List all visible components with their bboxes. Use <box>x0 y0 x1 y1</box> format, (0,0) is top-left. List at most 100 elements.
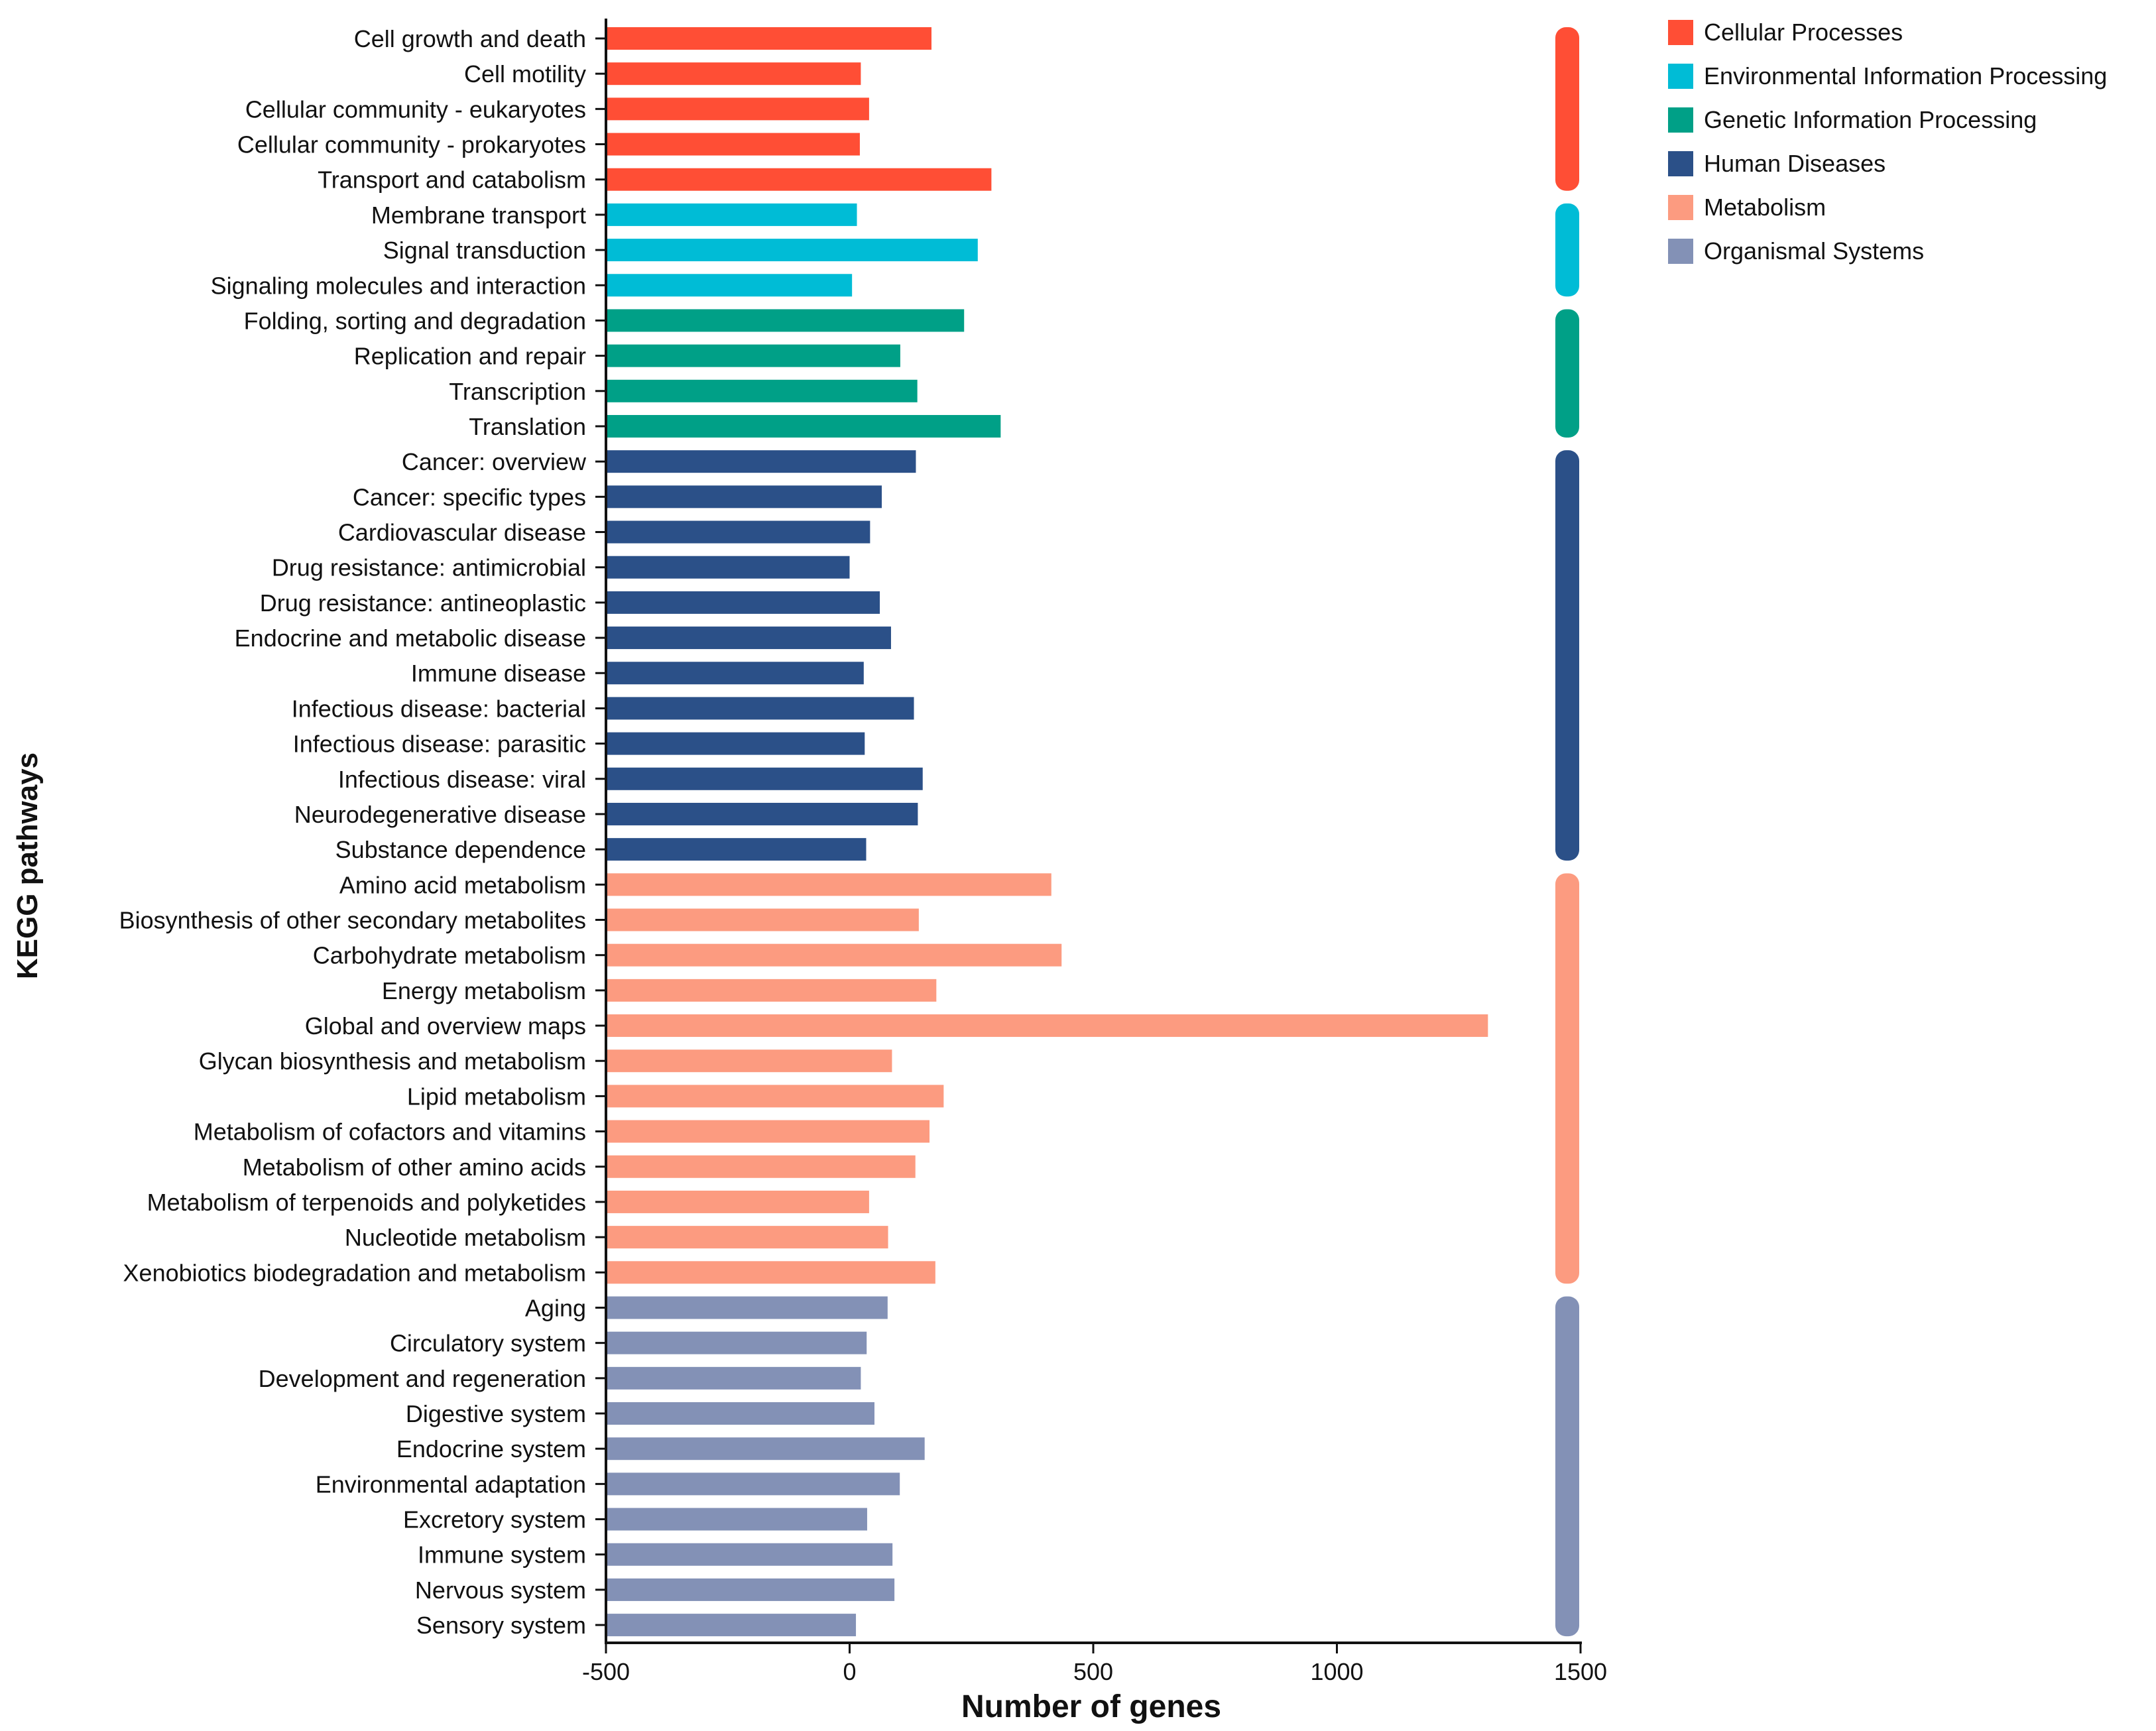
x-tick-label: 0 <box>843 1658 856 1685</box>
bar <box>606 1014 1488 1038</box>
bar <box>606 274 853 297</box>
bar <box>606 485 882 508</box>
legend-label: Genetic Information Processing <box>1704 106 2037 133</box>
bar <box>606 908 919 931</box>
bar <box>606 1261 935 1284</box>
bar <box>606 979 937 1002</box>
y-tick-label: Circulatory system <box>390 1330 586 1357</box>
x-axis-tick-labels: -500 0 500 1000 1500 <box>582 1658 1607 1685</box>
bar <box>606 627 891 650</box>
y-tick-label: Cell motility <box>464 60 586 88</box>
y-tick-label: Biosynthesis of other secondary metaboli… <box>119 907 586 934</box>
bar <box>606 414 1001 438</box>
y-axis-ticks <box>595 37 606 1626</box>
legend-swatch <box>1668 239 1693 264</box>
y-tick-label: Xenobiotics biodegradation and metabolis… <box>123 1259 586 1286</box>
legend-swatch <box>1668 64 1693 89</box>
bar <box>606 802 918 825</box>
bar <box>606 1543 893 1566</box>
y-tick-label: Neurodegenerative disease <box>294 801 586 828</box>
bar <box>606 203 857 226</box>
bar <box>606 62 861 86</box>
y-tick-label: Metabolism of cofactors and vitamins <box>194 1118 586 1146</box>
bar <box>606 1049 892 1073</box>
bar <box>606 767 923 790</box>
legend: Cellular Processes Environmental Informat… <box>1668 19 2107 265</box>
bar <box>606 662 864 685</box>
y-tick-label: Folding, sorting and degradation <box>244 307 586 334</box>
y-tick-label: Membrane transport <box>371 202 586 229</box>
bar <box>606 168 992 191</box>
category-strip <box>1555 1296 1579 1637</box>
y-tick-label: Lipid metabolism <box>407 1083 586 1110</box>
bar <box>606 1578 895 1601</box>
bar <box>606 1085 944 1108</box>
y-tick-label: Endocrine system <box>396 1435 586 1462</box>
y-tick-label: Signal transduction <box>383 237 586 264</box>
y-tick-label: Nucleotide metabolism <box>345 1224 586 1251</box>
y-tick-label: Cell growth and death <box>354 25 586 52</box>
category-strip <box>1555 873 1579 1284</box>
y-tick-label: Carbohydrate metabolism <box>313 942 586 969</box>
x-axis-title: Number of genes <box>961 1689 1221 1724</box>
bar <box>606 1331 867 1354</box>
y-tick-label: Aging <box>525 1294 586 1321</box>
y-tick-label: Infectious disease: bacterial <box>292 695 586 722</box>
bar <box>606 239 978 262</box>
legend-swatch <box>1668 20 1693 45</box>
y-tick-label: Metabolism of other amino acids <box>243 1154 586 1181</box>
y-tick-label: Cancer: overview <box>402 448 587 475</box>
legend-swatch <box>1668 107 1693 133</box>
y-tick-label: Translation <box>469 413 586 440</box>
y-tick-label: Signaling molecules and interaction <box>211 272 586 299</box>
bar <box>606 697 914 720</box>
y-tick-label: Drug resistance: antineoplastic <box>260 589 586 617</box>
bar <box>606 344 900 367</box>
bar <box>606 732 865 755</box>
y-tick-label: Amino acid metabolism <box>339 871 586 898</box>
bar <box>606 97 869 121</box>
y-tick-label: Drug resistance: antimicrobial <box>272 554 586 581</box>
bar <box>606 27 931 50</box>
y-tick-label: Immune system <box>418 1541 586 1569</box>
category-strip <box>1555 27 1579 191</box>
y-tick-label: Nervous system <box>415 1577 586 1604</box>
bar <box>606 309 965 332</box>
y-tick-label: Digestive system <box>406 1400 586 1427</box>
legend-label: Environmental Information Processing <box>1704 62 2107 90</box>
y-tick-label: Transcription <box>449 378 586 405</box>
y-tick-label: Cancer: specific types <box>353 483 586 510</box>
category-strip <box>1555 450 1579 861</box>
bar <box>606 873 1051 896</box>
y-tick-label: Replication and repair <box>354 343 586 370</box>
y-tick-label: Cellular community - eukaryotes <box>245 95 586 123</box>
bar <box>606 591 880 614</box>
bar <box>606 520 870 544</box>
bar <box>606 1190 869 1213</box>
bar <box>606 1120 930 1143</box>
y-tick-label: Sensory system <box>416 1612 586 1639</box>
category-strip <box>1555 203 1579 297</box>
bar <box>606 1226 888 1249</box>
y-tick-label: Substance dependence <box>335 836 586 863</box>
bar <box>606 133 860 156</box>
legend-label: Cellular Processes <box>1704 19 1903 46</box>
bar <box>606 556 850 579</box>
bar <box>606 1402 874 1425</box>
category-strip <box>1555 309 1579 438</box>
bar <box>606 450 916 473</box>
y-axis-title: KEGG pathways <box>11 752 44 979</box>
category-strips <box>1555 27 1579 1637</box>
y-tick-label: Energy metabolism <box>382 977 586 1004</box>
legend-label: Human Diseases <box>1704 150 1886 177</box>
bar <box>606 1366 861 1390</box>
bar <box>606 838 867 861</box>
bars <box>606 27 1488 1637</box>
legend-swatch <box>1668 151 1693 176</box>
x-tick-label: 1000 <box>1310 1658 1363 1685</box>
y-tick-label: Global and overview maps <box>305 1012 586 1040</box>
bar <box>606 1155 916 1178</box>
bar <box>606 1437 925 1461</box>
x-axis-ticks <box>605 1643 1582 1653</box>
